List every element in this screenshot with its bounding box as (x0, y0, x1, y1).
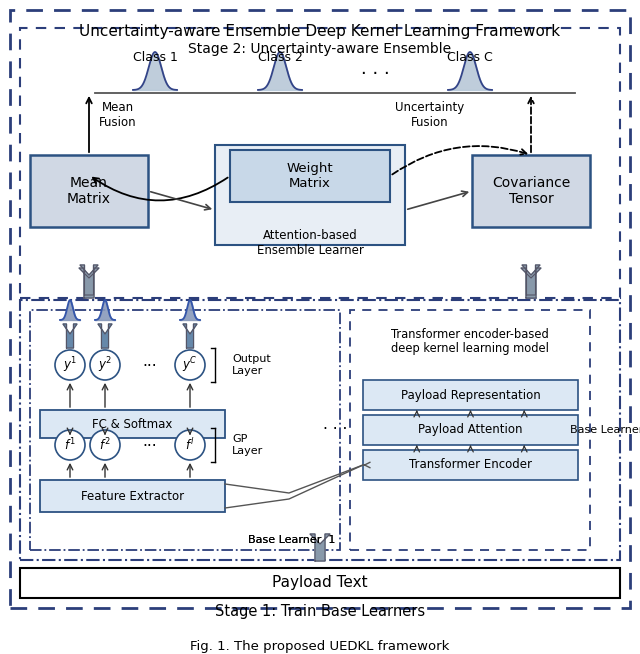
Bar (363, 450, 578, 480)
Polygon shape (183, 324, 197, 348)
Text: $y^C$: $y^C$ (182, 355, 198, 375)
Text: $f^l$: $f^l$ (186, 437, 195, 453)
Bar (40, 410, 225, 438)
Polygon shape (521, 268, 541, 298)
Text: Base Learner  1: Base Learner 1 (248, 535, 335, 545)
Text: ···: ··· (143, 439, 157, 455)
Circle shape (55, 350, 85, 380)
Bar (363, 380, 578, 410)
Text: deep kernel learning model: deep kernel learning model (391, 342, 549, 355)
Polygon shape (79, 268, 99, 298)
Bar (20, 300, 620, 560)
Bar (20, 28, 620, 298)
Bar (215, 145, 405, 245)
Polygon shape (522, 265, 540, 295)
Text: Output
Layer: Output Layer (232, 354, 271, 376)
Bar (230, 150, 390, 202)
Text: Payload Text: Payload Text (272, 576, 368, 591)
Text: Stage 2: Uncertainty-aware Ensemble: Stage 2: Uncertainty-aware Ensemble (188, 42, 452, 56)
Text: Mean
Matrix: Mean Matrix (67, 176, 111, 206)
Bar (30, 310, 340, 550)
Text: $y^1$: $y^1$ (63, 355, 77, 375)
Text: Mean
Fusion: Mean Fusion (99, 101, 137, 129)
Text: Transformer Encoder: Transformer Encoder (409, 458, 532, 472)
Text: Class 2: Class 2 (257, 51, 303, 64)
Circle shape (175, 430, 205, 460)
Text: $H$: $H$ (587, 424, 640, 436)
Text: Uncertainty
Fusion: Uncertainty Fusion (396, 101, 465, 129)
Bar (40, 480, 225, 512)
Text: Class C: Class C (447, 51, 493, 64)
Polygon shape (98, 324, 112, 348)
Circle shape (90, 350, 120, 380)
Bar (30, 155, 148, 227)
Text: · · ·: · · · (360, 65, 389, 83)
Text: Weight
Matrix: Weight Matrix (287, 162, 333, 190)
Circle shape (175, 350, 205, 380)
Text: Covariance
Tensor: Covariance Tensor (492, 176, 570, 206)
Text: Class 1: Class 1 (132, 51, 177, 64)
Text: Fig. 1. The proposed UEDKL framework: Fig. 1. The proposed UEDKL framework (190, 640, 450, 653)
Text: Uncertainty-aware Ensemble Deep Kernel Learning Framework: Uncertainty-aware Ensemble Deep Kernel L… (79, 24, 561, 39)
Text: Payload Representation: Payload Representation (401, 388, 540, 402)
Text: $f^2$: $f^2$ (99, 437, 111, 453)
Text: · · ·: · · · (323, 422, 347, 438)
Circle shape (90, 430, 120, 460)
Bar (472, 155, 590, 227)
Polygon shape (80, 265, 98, 295)
Polygon shape (310, 534, 330, 561)
Text: Attention-based
Ensemble Learner: Attention-based Ensemble Learner (257, 229, 364, 257)
Text: Base Learner  1: Base Learner 1 (248, 535, 335, 545)
Text: $y^2$: $y^2$ (98, 355, 112, 375)
Circle shape (55, 430, 85, 460)
Text: Base Learner: Base Learner (570, 425, 640, 435)
Text: Transformer encoder-based: Transformer encoder-based (391, 328, 549, 341)
Text: $f^1$: $f^1$ (64, 437, 76, 453)
Polygon shape (63, 324, 77, 348)
Text: Feature Extractor: Feature Extractor (81, 489, 184, 502)
Bar (350, 310, 590, 550)
Text: GP
Layer: GP Layer (232, 434, 263, 456)
Bar (20, 568, 620, 598)
Text: FC & Softmax: FC & Softmax (92, 417, 173, 430)
Bar (363, 415, 578, 445)
Text: Stage 1: Train Base Learners: Stage 1: Train Base Learners (215, 604, 425, 619)
Text: Payload Attention: Payload Attention (419, 424, 523, 436)
Text: ···: ··· (143, 360, 157, 375)
